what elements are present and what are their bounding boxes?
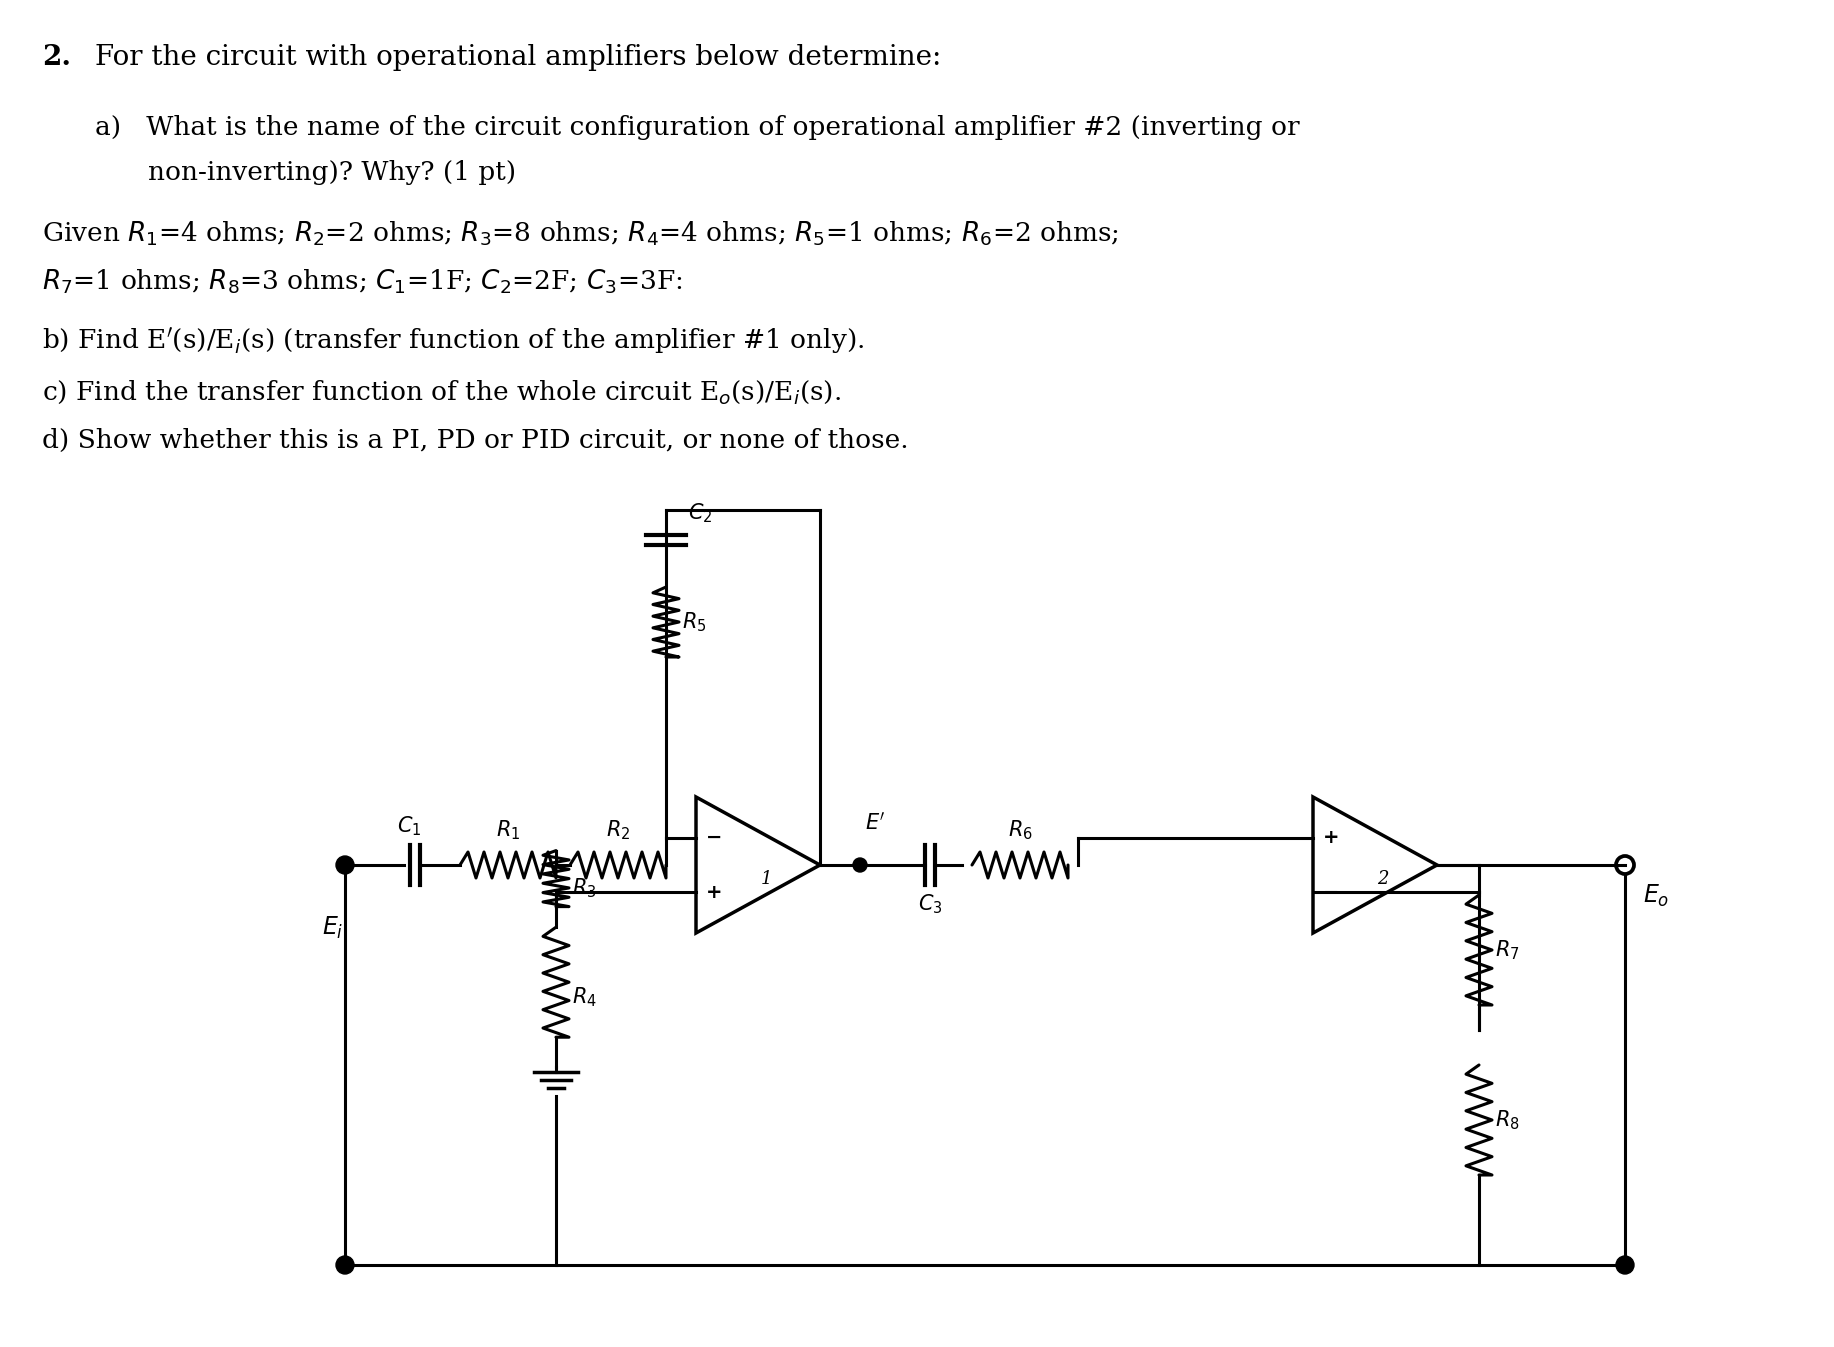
Text: $R_1$: $R_1$ [495,819,521,842]
Text: $R_2$: $R_2$ [605,819,631,842]
Text: d) Show whether this is a PI, PD or PID circuit, or none of those.: d) Show whether this is a PI, PD or PID … [42,428,908,453]
Text: $R_5$: $R_5$ [682,610,706,634]
Text: $R_3$: $R_3$ [572,877,596,900]
Text: For the circuit with operational amplifiers below determine:: For the circuit with operational amplifi… [95,44,941,71]
Text: $R_7$: $R_7$ [1495,939,1520,962]
Text: +: + [706,882,723,901]
Text: 1: 1 [761,870,772,888]
Text: $E_i$: $E_i$ [323,915,343,942]
Text: +: + [1322,828,1339,847]
Text: $E'$: $E'$ [866,811,886,832]
Text: non-inverting)? Why? (1 pt): non-inverting)? Why? (1 pt) [149,160,515,185]
Text: a)   What is the name of the circuit configuration of operational amplifier #2 (: a) What is the name of the circuit confi… [95,114,1300,140]
Text: $R_6$: $R_6$ [1007,819,1033,842]
Text: 2: 2 [1377,870,1388,888]
Circle shape [336,1255,354,1274]
Text: Given $R_1$=4 ohms; $R_2$=2 ohms; $R_3$=8 ohms; $R_4$=4 ohms; $R_5$=1 ohms; $R_6: Given $R_1$=4 ohms; $R_2$=2 ohms; $R_3$=… [42,220,1119,248]
Text: $C_3$: $C_3$ [917,892,943,916]
Text: $C_1$: $C_1$ [396,815,422,838]
Text: $R_7$=1 ohms; $R_8$=3 ohms; $C_1$=1F; $C_2$=2F; $C_3$=3F:: $R_7$=1 ohms; $R_8$=3 ohms; $C_1$=1F; $C… [42,268,682,296]
Text: $R_8$: $R_8$ [1495,1109,1520,1131]
Text: 2.: 2. [42,44,72,71]
Circle shape [853,858,867,872]
Text: $E_o$: $E_o$ [1643,884,1669,909]
Text: −: − [706,828,723,847]
Text: $R_4$: $R_4$ [572,986,596,1009]
Text: $C_2$: $C_2$ [688,501,712,525]
Text: −: − [1322,882,1339,901]
Text: b) Find E$'$(s)/E$_i$(s) (transfer function of the amplifier #1 only).: b) Find E$'$(s)/E$_i$(s) (transfer funct… [42,325,864,356]
Circle shape [1616,1255,1634,1274]
Text: c) Find the transfer function of the whole circuit E$_o$(s)/E$_i$(s).: c) Find the transfer function of the who… [42,379,842,405]
Circle shape [336,855,354,874]
